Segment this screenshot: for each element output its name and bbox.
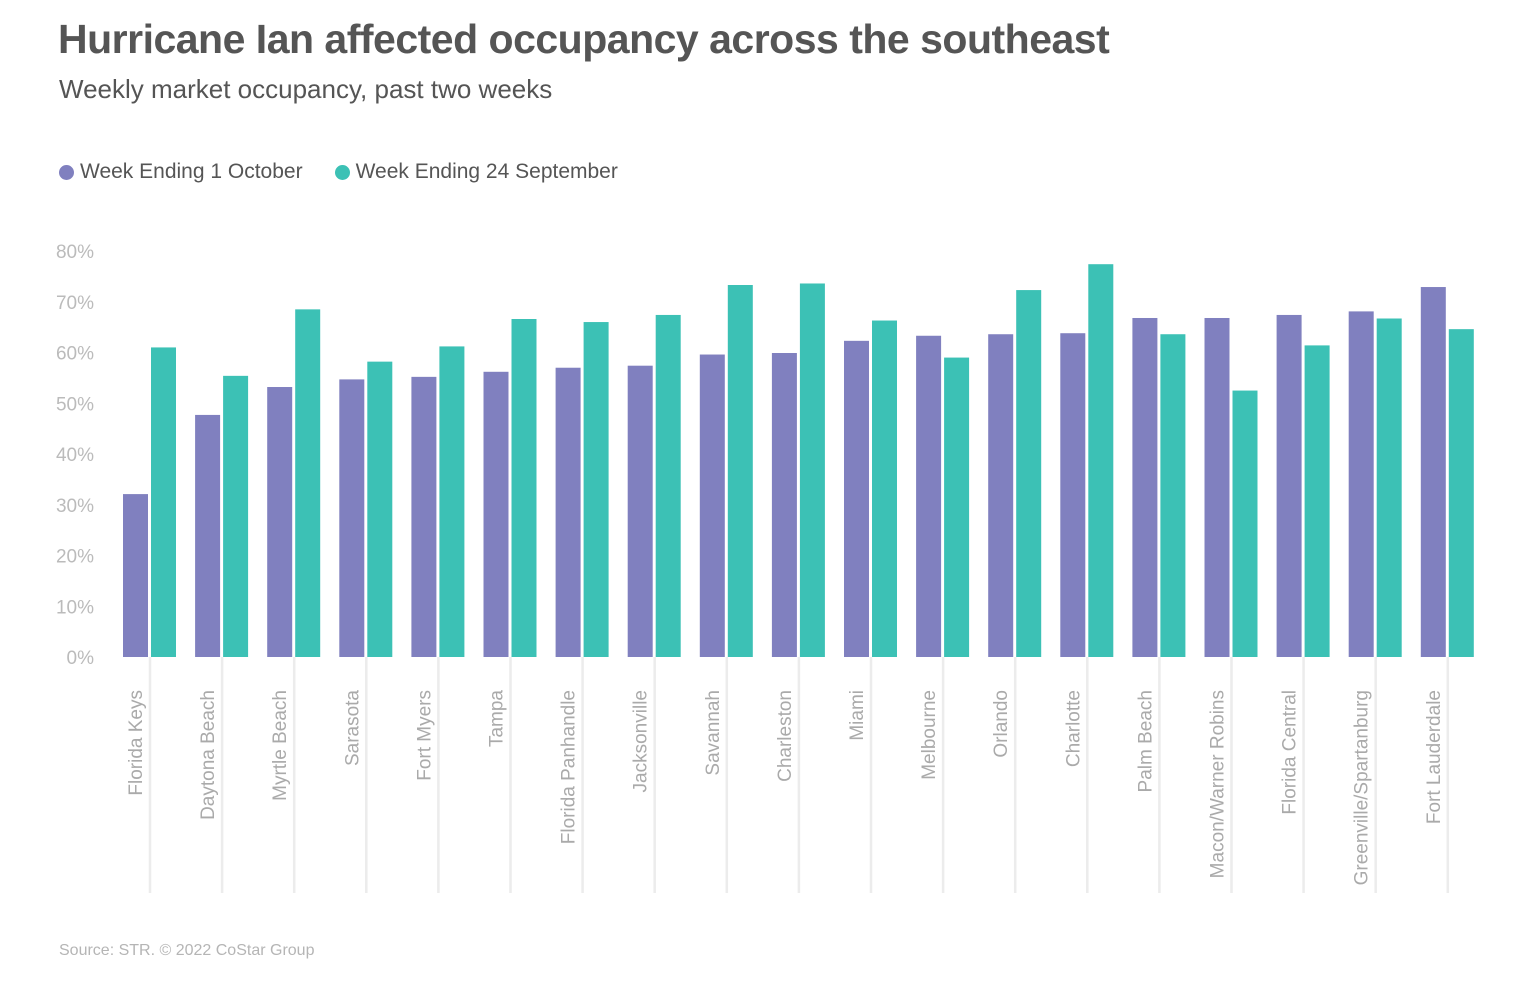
y-tick-label: 40%	[56, 445, 94, 466]
x-axis: Florida Keys Daytona Beach Myrtle Beach Sar…	[126, 690, 1445, 886]
bar	[916, 335, 942, 657]
bar	[123, 494, 148, 657]
bar	[1232, 390, 1258, 657]
legend-item-week-ending-1-october[interactable]: Week Ending 1 October	[59, 160, 303, 184]
x-tick-label: Palm Beach	[1135, 690, 1156, 792]
bar	[295, 309, 321, 657]
y-tick-label: 60%	[56, 344, 94, 365]
x-tick-label: Myrtle Beach	[270, 690, 291, 801]
chart-subtitle: Weekly market occupancy, past two weeks	[59, 74, 553, 104]
bar	[1376, 318, 1402, 657]
x-tick-label: Jacksonville	[631, 690, 652, 792]
bar	[439, 346, 465, 657]
bar	[727, 285, 753, 657]
bar	[1304, 345, 1330, 657]
bar	[699, 354, 725, 657]
chart-title: Hurricane Ian affected occupancy across …	[58, 16, 1110, 62]
bar	[511, 319, 537, 657]
y-tick-label: 80%	[56, 242, 94, 263]
x-tick-label: Tampa	[487, 690, 508, 747]
x-tick-label: Savannah	[703, 690, 724, 776]
bar	[988, 334, 1014, 657]
bar	[367, 361, 393, 657]
bar	[655, 314, 681, 657]
bar	[195, 414, 221, 657]
x-tick-label: Orlando	[991, 690, 1012, 758]
bar	[1348, 311, 1374, 657]
bar	[267, 387, 293, 657]
x-tick-label: Florida Keys	[126, 690, 147, 796]
series-1	[123, 287, 1446, 657]
bar	[1060, 333, 1086, 657]
source-note: Source: STR. © 2022 CoStar Group	[59, 942, 315, 959]
bar	[339, 379, 365, 657]
bar	[944, 357, 970, 657]
legend-label-series1: Week Ending 1 October	[80, 160, 303, 183]
bar	[1088, 264, 1114, 657]
y-tick-label: 70%	[56, 293, 94, 314]
bar	[555, 367, 581, 657]
bar	[872, 320, 897, 657]
y-tick-label: 50%	[56, 394, 94, 415]
x-tick-label: Macon/Warner Robins	[1208, 690, 1229, 878]
legend-dot-series1	[59, 164, 74, 180]
bar	[799, 283, 825, 657]
bar	[1448, 329, 1474, 657]
y-tick-label: 10%	[56, 597, 94, 618]
x-tick-label: Daytona Beach	[198, 690, 219, 820]
bar	[1420, 287, 1446, 657]
x-tick-label: Charleston	[775, 690, 796, 782]
bar	[1160, 334, 1186, 657]
x-tick-label: Greenville/Spartanburg	[1352, 690, 1373, 885]
bar	[1204, 317, 1230, 657]
bar	[844, 340, 869, 657]
y-axis: 0% 10% 20% 30% 40% 50% 60% 70% 80%	[56, 242, 94, 669]
bar	[1016, 290, 1042, 657]
y-tick-label: 30%	[56, 496, 94, 517]
x-tick-label: Charlotte	[1063, 690, 1084, 767]
bar	[411, 376, 437, 657]
vertical-gridlines	[148, 657, 1450, 893]
y-tick-label: 0%	[67, 648, 95, 669]
legend-label-series2: Week Ending 24 September	[355, 160, 618, 183]
bar	[583, 322, 609, 657]
x-tick-label: Florida Panhandle	[559, 690, 580, 844]
bars	[123, 264, 1474, 657]
x-tick-label: Sarasota	[342, 690, 363, 766]
x-tick-label: Fort Myers	[414, 690, 435, 781]
legend: Week Ending 1 October Week Ending 24 Sep…	[59, 160, 650, 184]
y-tick-label: 20%	[56, 547, 94, 568]
bar	[1132, 317, 1158, 657]
legend-item-week-ending-24-september[interactable]: Week Ending 24 September	[334, 160, 618, 184]
bar	[223, 375, 249, 657]
bar	[1276, 314, 1302, 657]
x-tick-label: Miami	[847, 690, 868, 741]
x-tick-label: Melbourne	[919, 690, 940, 780]
bar	[151, 347, 176, 657]
legend-dot-series2	[334, 164, 350, 180]
bar	[771, 353, 797, 657]
x-tick-label: Florida Central	[1280, 690, 1301, 815]
bar	[627, 365, 653, 657]
series-2	[151, 264, 1474, 657]
bar	[483, 371, 509, 657]
x-tick-label: Fort Lauderdale	[1424, 690, 1445, 824]
